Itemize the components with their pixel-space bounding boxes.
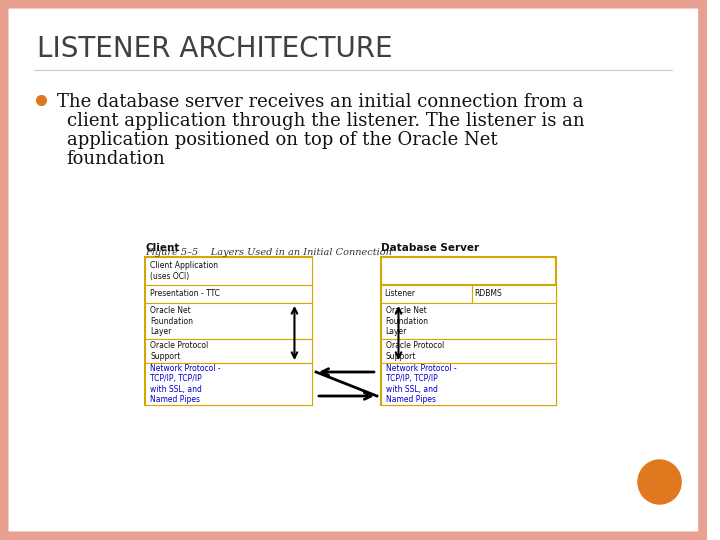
Text: Network Protocol -
TCP/IP, TCP/IP
with SSL, and
Named Pipes: Network Protocol - TCP/IP, TCP/IP with S… (150, 364, 221, 404)
Bar (145, 257, 312, 285)
Bar (145, 363, 312, 405)
Text: Listener: Listener (384, 289, 415, 299)
Bar (381, 339, 556, 363)
Bar (381, 285, 556, 405)
Bar (381, 285, 472, 303)
Bar (472, 285, 556, 303)
FancyBboxPatch shape (3, 3, 703, 537)
Text: Client: Client (145, 243, 179, 253)
Text: Client Application
(uses OCI): Client Application (uses OCI) (150, 261, 218, 281)
Bar (145, 257, 312, 405)
Text: Oracle Protocol
Support: Oracle Protocol Support (150, 341, 208, 361)
Text: The database server receives an initial connection from a: The database server receives an initial … (57, 93, 583, 111)
Text: client application through the listener. The listener is an: client application through the listener.… (67, 112, 585, 130)
Bar (145, 303, 312, 339)
Circle shape (638, 460, 681, 504)
Bar (381, 363, 556, 405)
Bar (381, 303, 556, 339)
Text: Oracle Protocol
Support: Oracle Protocol Support (386, 341, 444, 361)
Text: Oracle Net
Foundation
Layer: Oracle Net Foundation Layer (150, 306, 193, 336)
Text: LISTENER ARCHITECTURE: LISTENER ARCHITECTURE (37, 35, 393, 63)
Text: application positioned on top of the Oracle Net: application positioned on top of the Ora… (67, 131, 498, 149)
Text: Figure 5–5    Layers Used in an Initial Connection: Figure 5–5 Layers Used in an Initial Con… (145, 248, 392, 257)
Text: Oracle Net
Foundation
Layer: Oracle Net Foundation Layer (386, 306, 428, 336)
Bar (145, 285, 312, 303)
Text: Presentation - TTC: Presentation - TTC (150, 289, 220, 299)
Text: RDBMS: RDBMS (474, 289, 503, 299)
Text: foundation: foundation (67, 150, 166, 168)
Text: Database Server: Database Server (381, 243, 479, 253)
Bar (381, 257, 556, 405)
Bar (145, 339, 312, 363)
Text: Network Protocol -
TCP/IP, TCP/IP
with SSL, and
Named Pipes: Network Protocol - TCP/IP, TCP/IP with S… (386, 364, 456, 404)
Bar (381, 285, 556, 303)
